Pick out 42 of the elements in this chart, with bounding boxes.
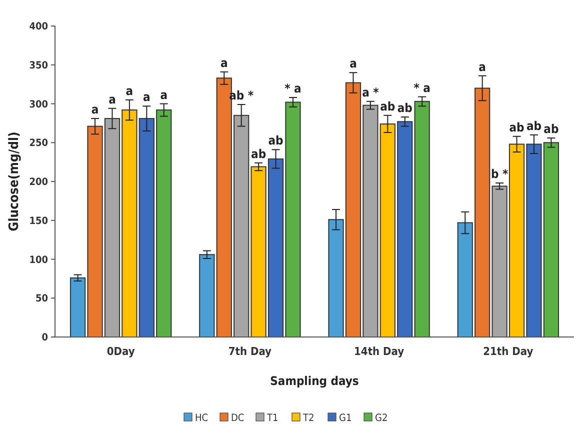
legend-label: G2 bbox=[375, 413, 388, 424]
bar bbox=[414, 100, 430, 338]
y-tick-label: 0 bbox=[42, 332, 48, 344]
data-label: a * bbox=[362, 85, 380, 100]
data-label: a bbox=[220, 56, 228, 70]
data-label: a bbox=[350, 56, 357, 71]
y-tick-label: 100 bbox=[29, 254, 48, 266]
y-tick-label: 200 bbox=[29, 177, 48, 188]
data-label: ab bbox=[509, 120, 525, 134]
y-tick-label: 350 bbox=[29, 60, 48, 72]
data-label: a bbox=[126, 84, 134, 98]
y-tick-label: 400 bbox=[29, 22, 48, 32]
data-label: ab bbox=[380, 99, 396, 114]
legend-label: HC bbox=[195, 413, 208, 424]
y-tick-label: 300 bbox=[29, 99, 48, 110]
data-label: a bbox=[478, 60, 486, 74]
data-label: ab bbox=[251, 146, 266, 161]
data-label: a bbox=[91, 102, 99, 117]
data-label: ab bbox=[526, 118, 542, 133]
data-label: a bbox=[143, 90, 150, 104]
data-label: * a bbox=[414, 80, 430, 95]
legend-label: T1 bbox=[266, 413, 278, 424]
data-label: ab bbox=[544, 122, 559, 136]
y-axis-title: Glucose(mg/dl) bbox=[7, 132, 22, 232]
data-label: * a bbox=[284, 82, 302, 96]
data-label: a bbox=[108, 92, 116, 106]
y-tick-label: 50 bbox=[35, 294, 48, 305]
data-label: ab bbox=[397, 100, 413, 115]
bar bbox=[199, 254, 215, 338]
x-tick-label: 14th Day bbox=[354, 345, 405, 358]
data-label: b * bbox=[490, 167, 508, 182]
x-tick-label: 0Day bbox=[106, 345, 136, 358]
legend-label: DC bbox=[231, 413, 244, 424]
y-tick-label: 150 bbox=[29, 216, 48, 227]
y-tick-label: 250 bbox=[29, 138, 48, 150]
data-label: ab bbox=[268, 134, 284, 148]
x-tick-label: 21th Day bbox=[483, 345, 534, 358]
x-axis-title: Sampling days bbox=[270, 374, 359, 388]
legend-label: T2 bbox=[302, 413, 314, 424]
legend-label: G1 bbox=[339, 413, 352, 424]
data-label: a bbox=[160, 88, 168, 102]
x-tick-label: 7th Day bbox=[228, 345, 272, 358]
